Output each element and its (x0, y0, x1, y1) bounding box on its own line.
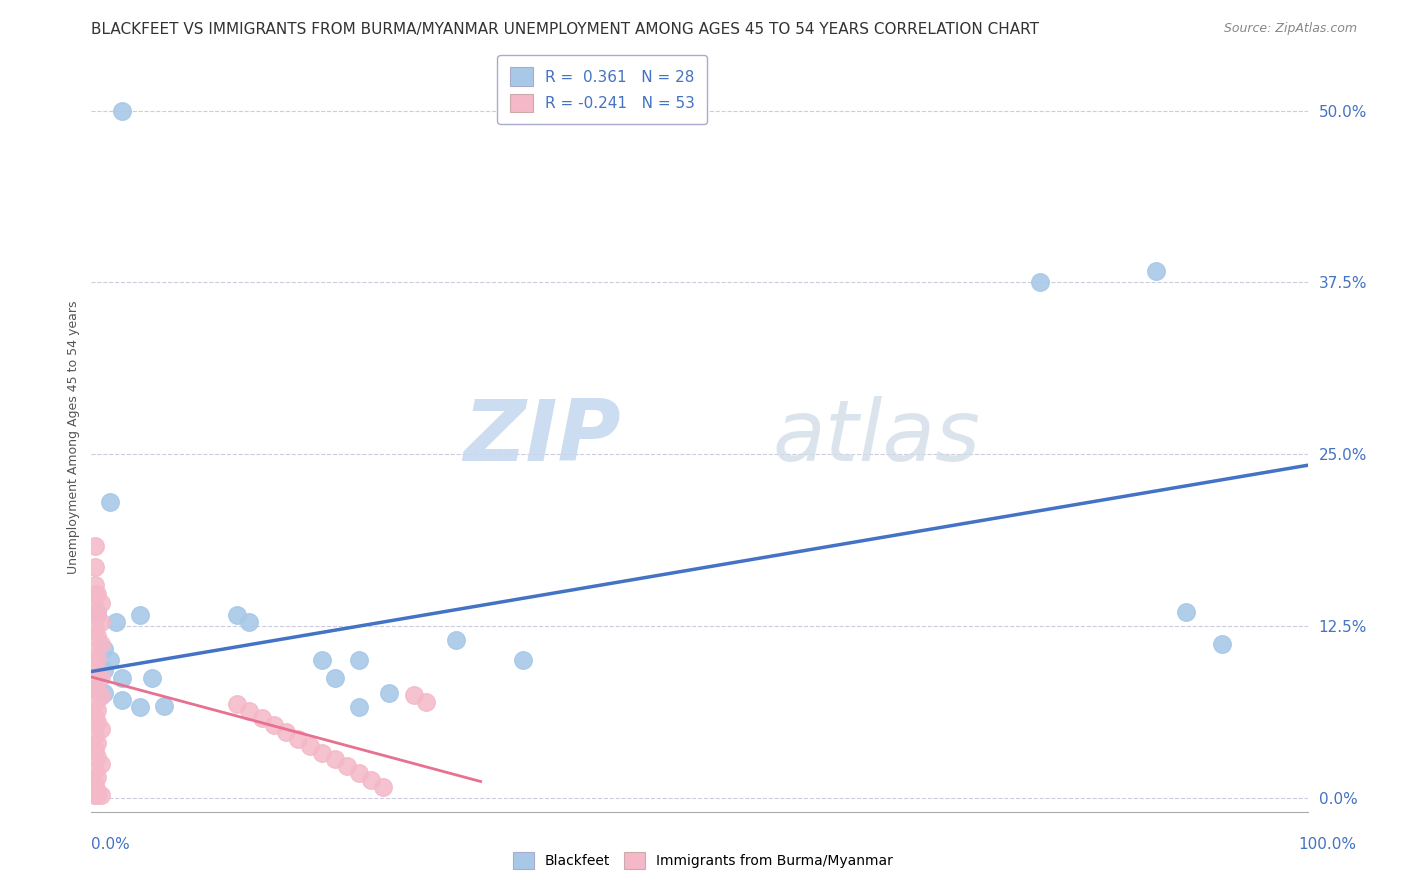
Point (287, 731, 309, 746)
Point (86, 663, 108, 677)
Point (84, 777, 107, 791)
Point (86, 587, 108, 601)
Point (90, 615, 112, 629)
Point (86, 715, 108, 730)
Point (90, 756, 112, 771)
Point (226, 608, 249, 623)
Point (274, 725, 297, 739)
Point (86, 650, 108, 665)
Point (90, 637, 112, 651)
Point (84, 677, 107, 691)
Text: 0.0%: 0.0% (91, 838, 131, 852)
Point (299, 739, 322, 753)
Point (111, 693, 134, 707)
Point (84, 696, 107, 710)
Point (86, 736, 108, 750)
Point (84, 601, 107, 615)
Point (84, 578, 107, 592)
Point (86, 609, 108, 624)
Point (1175, 606, 1198, 620)
Point (129, 608, 152, 623)
Text: 100.0%: 100.0% (1299, 838, 1357, 852)
Point (153, 698, 176, 713)
Point (323, 671, 346, 685)
Point (141, 671, 163, 685)
Point (373, 780, 395, 794)
Point (86, 784, 108, 798)
Text: atlas: atlas (772, 395, 980, 479)
Point (84, 789, 107, 803)
Text: BLACKFEET VS IMMIGRANTS FROM BURMA/MYANMAR UNEMPLOYMENT AMONG AGES 45 TO 54 YEAR: BLACKFEET VS IMMIGRANTS FROM BURMA/MYANM… (91, 22, 1039, 37)
Point (98, 495, 121, 509)
Point (250, 711, 273, 725)
Point (444, 632, 467, 647)
Point (93, 642, 115, 657)
Point (323, 752, 346, 766)
Legend: R =  0.361   N = 28, R = -0.241   N = 53: R = 0.361 N = 28, R = -0.241 N = 53 (498, 55, 707, 125)
Point (86, 770, 108, 784)
Point (263, 718, 285, 732)
Point (84, 624, 107, 638)
Point (93, 686, 115, 700)
Point (1211, 637, 1233, 651)
Point (84, 657, 107, 672)
Point (336, 759, 359, 773)
Point (415, 695, 437, 709)
Text: Source: ZipAtlas.com: Source: ZipAtlas.com (1223, 22, 1357, 36)
Point (311, 746, 333, 760)
Point (93, 663, 115, 677)
Point (90, 690, 112, 704)
Point (402, 688, 425, 702)
Point (378, 686, 401, 700)
Point (84, 789, 107, 803)
Point (84, 560, 107, 574)
Point (1144, 264, 1167, 278)
Legend: Blackfeet, Immigrants from Burma/Myanmar: Blackfeet, Immigrants from Burma/Myanmar (508, 847, 898, 874)
Point (84, 644, 107, 658)
Point (98, 653, 121, 667)
Point (111, 103, 134, 118)
Point (311, 653, 333, 667)
Point (86, 606, 108, 620)
Point (90, 670, 112, 684)
Point (347, 700, 370, 714)
Point (111, 671, 134, 685)
Point (512, 653, 534, 667)
Point (347, 766, 370, 780)
Point (90, 596, 112, 610)
Point (90, 789, 112, 803)
Point (360, 773, 382, 788)
Point (104, 615, 127, 629)
Point (84, 587, 107, 601)
Point (84, 540, 107, 554)
Point (86, 629, 108, 643)
Point (347, 653, 370, 667)
Point (238, 704, 260, 718)
Point (86, 681, 108, 695)
Point (84, 729, 107, 743)
Point (86, 749, 108, 764)
Y-axis label: Unemployment Among Ages 45 to 54 years: Unemployment Among Ages 45 to 54 years (67, 301, 80, 574)
Point (1029, 276, 1052, 290)
Point (84, 764, 107, 778)
Point (84, 710, 107, 724)
Point (86, 683, 108, 698)
Point (86, 789, 108, 803)
Text: ZIP: ZIP (463, 395, 620, 479)
Point (86, 703, 108, 717)
Point (84, 743, 107, 757)
Point (90, 723, 112, 737)
Point (238, 615, 260, 629)
Point (129, 700, 152, 714)
Point (226, 698, 249, 712)
